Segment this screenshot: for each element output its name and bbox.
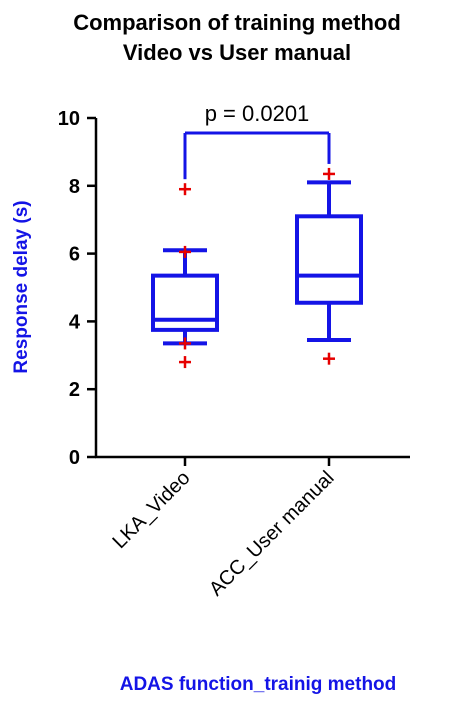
- y-tick-label-0: 0: [69, 447, 80, 469]
- chart-title-line-2: Video vs User manual: [123, 40, 351, 65]
- x-tick-label-0: LKA_Video: [108, 467, 194, 553]
- y-tick-label-10: 10: [58, 108, 80, 130]
- chart-title-line-1: Comparison of training method: [73, 10, 401, 35]
- y-tick-label-2: 2: [69, 379, 80, 401]
- y-tick-label-6: 6: [69, 244, 80, 266]
- box-1: [295, 214, 363, 305]
- y-tick-label-4: 4: [69, 311, 81, 333]
- x-axis-title: ADAS function_trainig method: [120, 674, 397, 695]
- p-value-annotation: p = 0.0201: [205, 101, 310, 126]
- box-0: [151, 273, 219, 332]
- plot-area: 0 2 4 6 8 10 LKA_Video ACC_User manual p = 0.020…: [58, 101, 410, 600]
- x-tick-label-1: ACC_User manual: [205, 467, 338, 600]
- y-axis-title: Response delay (s): [11, 200, 32, 373]
- y-tick-label-8: 8: [69, 176, 80, 198]
